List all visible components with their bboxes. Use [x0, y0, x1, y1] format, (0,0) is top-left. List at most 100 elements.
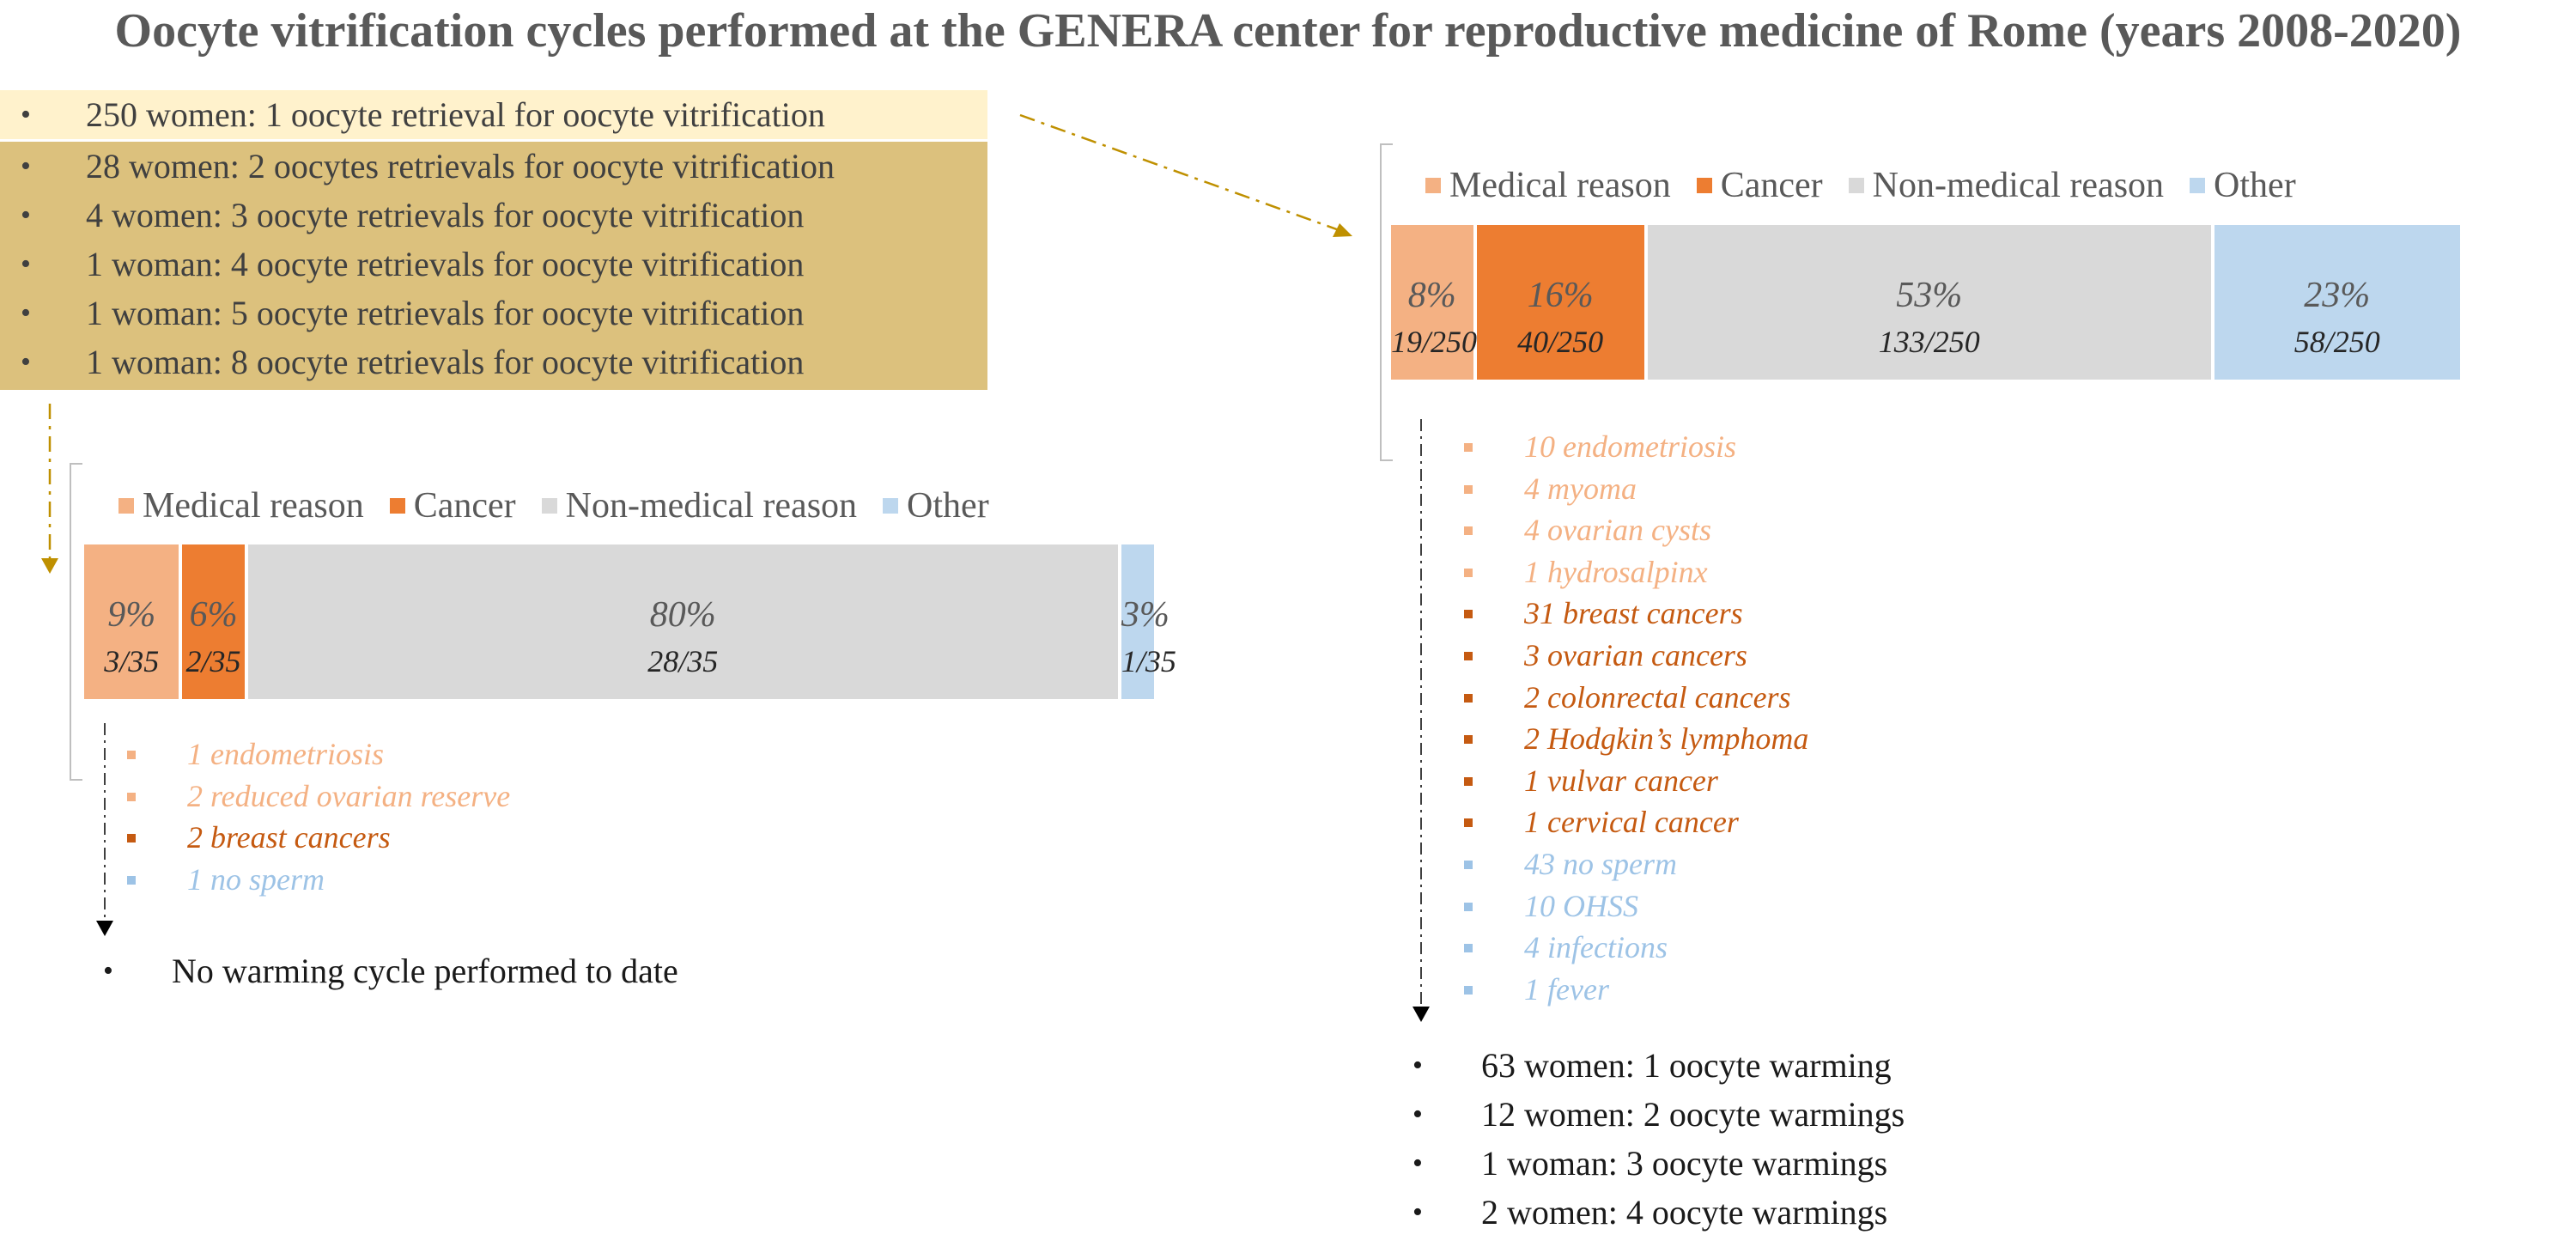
segment-percent-label: 16% [1527, 276, 1594, 315]
legend-swatch [883, 498, 899, 514]
summary-row: • 1 woman: 8 oocyte retrievals for oocyt… [0, 338, 987, 390]
warming-text: No warming cycle performed to date [172, 952, 678, 990]
bar-segment-other: 23% 58/250 [2214, 225, 2460, 380]
reason-text: 43 no sperm [1524, 846, 1677, 881]
reason-text: 1 hydrosalpinx [1524, 554, 1708, 589]
square-bullet-icon [1464, 860, 1473, 869]
retrieval-summary-box: • 250 women: 1 oocyte retrieval for oocy… [0, 90, 987, 390]
legend-label: Other [2214, 166, 2296, 205]
summary-text: 250 women: 1 oocyte retrieval for oocyte… [86, 95, 825, 134]
square-bullet-icon [1464, 776, 1473, 786]
legend-item-other: Other [2190, 165, 2296, 206]
summary-text: 1 woman: 8 oocyte retrievals for oocyte … [86, 343, 805, 381]
segment-percent-label: 80% [649, 595, 716, 635]
reason-text: 1 cervical cancer [1524, 805, 1739, 840]
legend-label: Non-medical reason [1872, 166, 2165, 205]
reason-text: 2 Hodgkin’s lymphoma [1524, 721, 1809, 757]
bullet: • [1413, 1098, 1423, 1130]
bar-segment-other: 3% 1/35 [1121, 544, 1176, 699]
bar-segment-non-medical: 80% 28/35 [247, 544, 1121, 699]
segment-percent-label: 53% [1896, 276, 1963, 315]
reason-text: 31 breast cancers [1524, 596, 1743, 631]
bullet: • [21, 150, 31, 182]
legend-item-non-medical: Non-medical reason [1848, 165, 2165, 206]
reason-text: 2 breast cancers [187, 820, 391, 855]
bar-segment-cancer: 16% 40/250 [1476, 225, 1648, 380]
right-stacked-bar: 8% 19/250 16% 40/250 53% 133/250 23% 58/250 [1391, 225, 2460, 380]
square-bullet-icon [1464, 902, 1473, 911]
legend-swatch [541, 498, 557, 514]
right-warming-list: • 63 women: 1 oocyte warming • 12 women:… [1413, 1041, 2031, 1237]
legend-label: Non-medical reason [565, 486, 858, 526]
reason-text: 10 endometriosis [1524, 429, 1736, 464]
legend-swatch [1848, 178, 1864, 193]
arrowhead-icon [41, 558, 58, 574]
page-title: Oocyte vitrification cycles performed at… [114, 4, 2462, 58]
square-bullet-icon [1464, 651, 1473, 660]
legend-swatch [118, 498, 134, 514]
segment-count-label: 28/35 [647, 644, 719, 678]
legend-swatch [1425, 178, 1441, 193]
summary-row: • 4 women: 3 oocyte retrievals for oocyt… [0, 191, 987, 240]
bar-segment-non-medical: 53% 133/250 [1647, 225, 2215, 380]
segment-percent-label: 23% [2304, 276, 2371, 315]
segment-percent-label: 8% [1407, 276, 1456, 315]
summary-text: 1 woman: 5 oocyte retrievals for oocyte … [86, 294, 805, 332]
bullet: • [21, 199, 31, 231]
legend-swatch [389, 498, 405, 514]
legend-label: Other [907, 486, 989, 526]
legend-label: Medical reason [1449, 166, 1671, 205]
left-chart-legend: Medical reason Cancer Non-medical reason… [118, 485, 1015, 526]
left-warming-list: • No warming cycle performed to date [103, 946, 841, 995]
bracket [70, 463, 82, 781]
bullet: • [21, 99, 31, 131]
square-bullet-icon [1464, 610, 1473, 619]
bar-segment-medical: 9% 3/35 [84, 544, 183, 699]
reason-text: 4 infections [1524, 930, 1668, 965]
bullet: • [21, 346, 31, 378]
arrow-to-right-chart [1019, 113, 1345, 234]
legend-swatch [1696, 178, 1712, 193]
square-bullet-icon [1464, 985, 1473, 995]
bullet: • [1413, 1196, 1423, 1228]
warming-item: • 2 women: 4 oocyte warmings [1413, 1188, 2031, 1237]
segment-count-label: 1/35 [1121, 644, 1176, 678]
legend-label: Medical reason [143, 486, 364, 526]
segment-percent-label: 3% [1121, 595, 1170, 635]
legend-item-medical: Medical reason [1425, 165, 1671, 206]
bar-segment-cancer: 6% 2/35 [182, 544, 248, 699]
summary-text: 1 woman: 4 oocyte retrievals for oocyte … [86, 245, 805, 283]
legend-item-cancer: Cancer [1696, 165, 1823, 206]
legend-item-other: Other [883, 485, 989, 526]
arrowhead-icon [1333, 223, 1352, 237]
reason-text: 3 ovarian cancers [1524, 637, 1747, 672]
reason-text: 1 fever [1524, 971, 1609, 1007]
summary-row: • 28 women: 2 oocytes retrievals for ooc… [0, 142, 987, 191]
warming-text: 12 women: 2 oocyte warmings [1481, 1095, 1905, 1134]
legend-item-cancer: Cancer [389, 485, 516, 526]
square-bullet-icon [1464, 818, 1473, 828]
warming-text: 1 woman: 3 oocyte warmings [1481, 1144, 1888, 1183]
reason-text: 4 ovarian cysts [1524, 513, 1711, 548]
summary-row: • 1 woman: 4 oocyte retrievals for oocyt… [0, 240, 987, 289]
square-bullet-icon [1464, 735, 1473, 745]
bullet: • [21, 248, 31, 280]
reason-text: 2 reduced ovarian reserve [187, 778, 511, 813]
legend-swatch [2190, 178, 2206, 193]
warming-item: • 63 women: 1 oocyte warming [1413, 1041, 2031, 1090]
square-bullet-icon [1464, 484, 1473, 494]
warming-item: • 1 woman: 3 oocyte warmings [1413, 1139, 2031, 1188]
segment-count-label: 19/250 [1391, 325, 1478, 359]
reason-text: 1 vulvar cancer [1524, 763, 1718, 798]
reason-text: 2 colonrectal cancers [1524, 679, 1791, 715]
square-bullet-icon [127, 875, 136, 885]
square-bullet-icon [1464, 568, 1473, 577]
bullet: • [1413, 1049, 1423, 1081]
square-bullet-icon [127, 792, 136, 801]
bracket [1380, 143, 1393, 461]
summary-text: 28 women: 2 oocytes retrievals for oocyt… [86, 147, 835, 186]
warming-item: • No warming cycle performed to date [103, 946, 841, 995]
warming-item: • 12 women: 2 oocyte warmings [1413, 1090, 2031, 1139]
reason-text: 10 OHSS [1524, 888, 1638, 923]
